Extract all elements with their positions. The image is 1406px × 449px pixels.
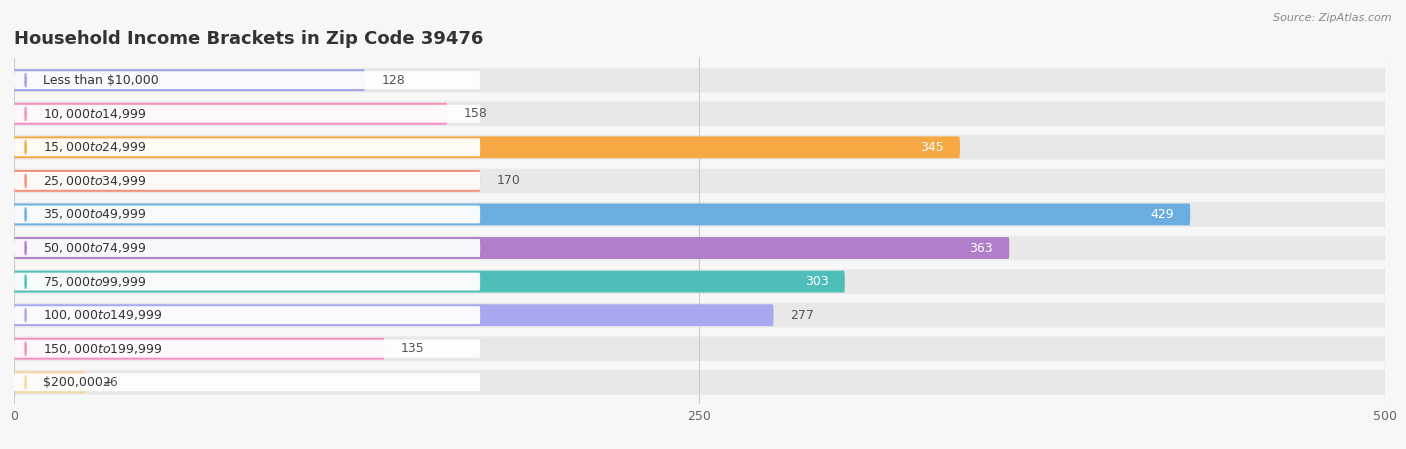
FancyBboxPatch shape — [14, 237, 1010, 259]
FancyBboxPatch shape — [14, 273, 481, 291]
FancyBboxPatch shape — [14, 138, 481, 156]
FancyBboxPatch shape — [14, 304, 773, 326]
Text: Household Income Brackets in Zip Code 39476: Household Income Brackets in Zip Code 39… — [14, 31, 484, 48]
Text: Less than $10,000: Less than $10,000 — [42, 74, 159, 87]
FancyBboxPatch shape — [14, 338, 384, 360]
FancyBboxPatch shape — [14, 203, 1191, 225]
FancyBboxPatch shape — [14, 239, 481, 257]
FancyBboxPatch shape — [14, 69, 366, 91]
Text: 128: 128 — [381, 74, 405, 87]
FancyBboxPatch shape — [14, 172, 481, 190]
FancyBboxPatch shape — [14, 170, 481, 192]
Text: $75,000 to $99,999: $75,000 to $99,999 — [42, 275, 146, 289]
FancyBboxPatch shape — [14, 271, 845, 292]
Text: 277: 277 — [790, 308, 814, 321]
FancyBboxPatch shape — [14, 373, 481, 391]
FancyBboxPatch shape — [8, 269, 1391, 294]
FancyBboxPatch shape — [8, 68, 1391, 92]
FancyBboxPatch shape — [14, 105, 481, 123]
Text: 345: 345 — [920, 141, 943, 154]
FancyBboxPatch shape — [14, 71, 481, 89]
Text: $25,000 to $34,999: $25,000 to $34,999 — [42, 174, 146, 188]
Text: 429: 429 — [1150, 208, 1174, 221]
FancyBboxPatch shape — [8, 202, 1391, 227]
Text: 363: 363 — [969, 242, 993, 255]
Text: 170: 170 — [496, 174, 520, 187]
FancyBboxPatch shape — [14, 206, 481, 224]
Text: $10,000 to $14,999: $10,000 to $14,999 — [42, 107, 146, 121]
FancyBboxPatch shape — [8, 370, 1391, 395]
Text: 158: 158 — [464, 107, 488, 120]
Text: 135: 135 — [401, 342, 425, 355]
FancyBboxPatch shape — [8, 303, 1391, 327]
FancyBboxPatch shape — [8, 236, 1391, 260]
Text: $100,000 to $149,999: $100,000 to $149,999 — [42, 308, 162, 322]
FancyBboxPatch shape — [14, 103, 447, 125]
FancyBboxPatch shape — [14, 371, 86, 393]
FancyBboxPatch shape — [14, 306, 481, 324]
Text: Source: ZipAtlas.com: Source: ZipAtlas.com — [1274, 13, 1392, 23]
FancyBboxPatch shape — [8, 169, 1391, 193]
Text: $50,000 to $74,999: $50,000 to $74,999 — [42, 241, 146, 255]
Text: $200,000+: $200,000+ — [42, 376, 112, 389]
Text: $150,000 to $199,999: $150,000 to $199,999 — [42, 342, 162, 356]
FancyBboxPatch shape — [8, 135, 1391, 159]
FancyBboxPatch shape — [8, 101, 1391, 126]
FancyBboxPatch shape — [14, 340, 481, 358]
FancyBboxPatch shape — [14, 136, 960, 158]
Text: 303: 303 — [804, 275, 828, 288]
Text: 26: 26 — [101, 376, 118, 389]
FancyBboxPatch shape — [8, 336, 1391, 361]
Text: $35,000 to $49,999: $35,000 to $49,999 — [42, 207, 146, 221]
Text: $15,000 to $24,999: $15,000 to $24,999 — [42, 141, 146, 154]
